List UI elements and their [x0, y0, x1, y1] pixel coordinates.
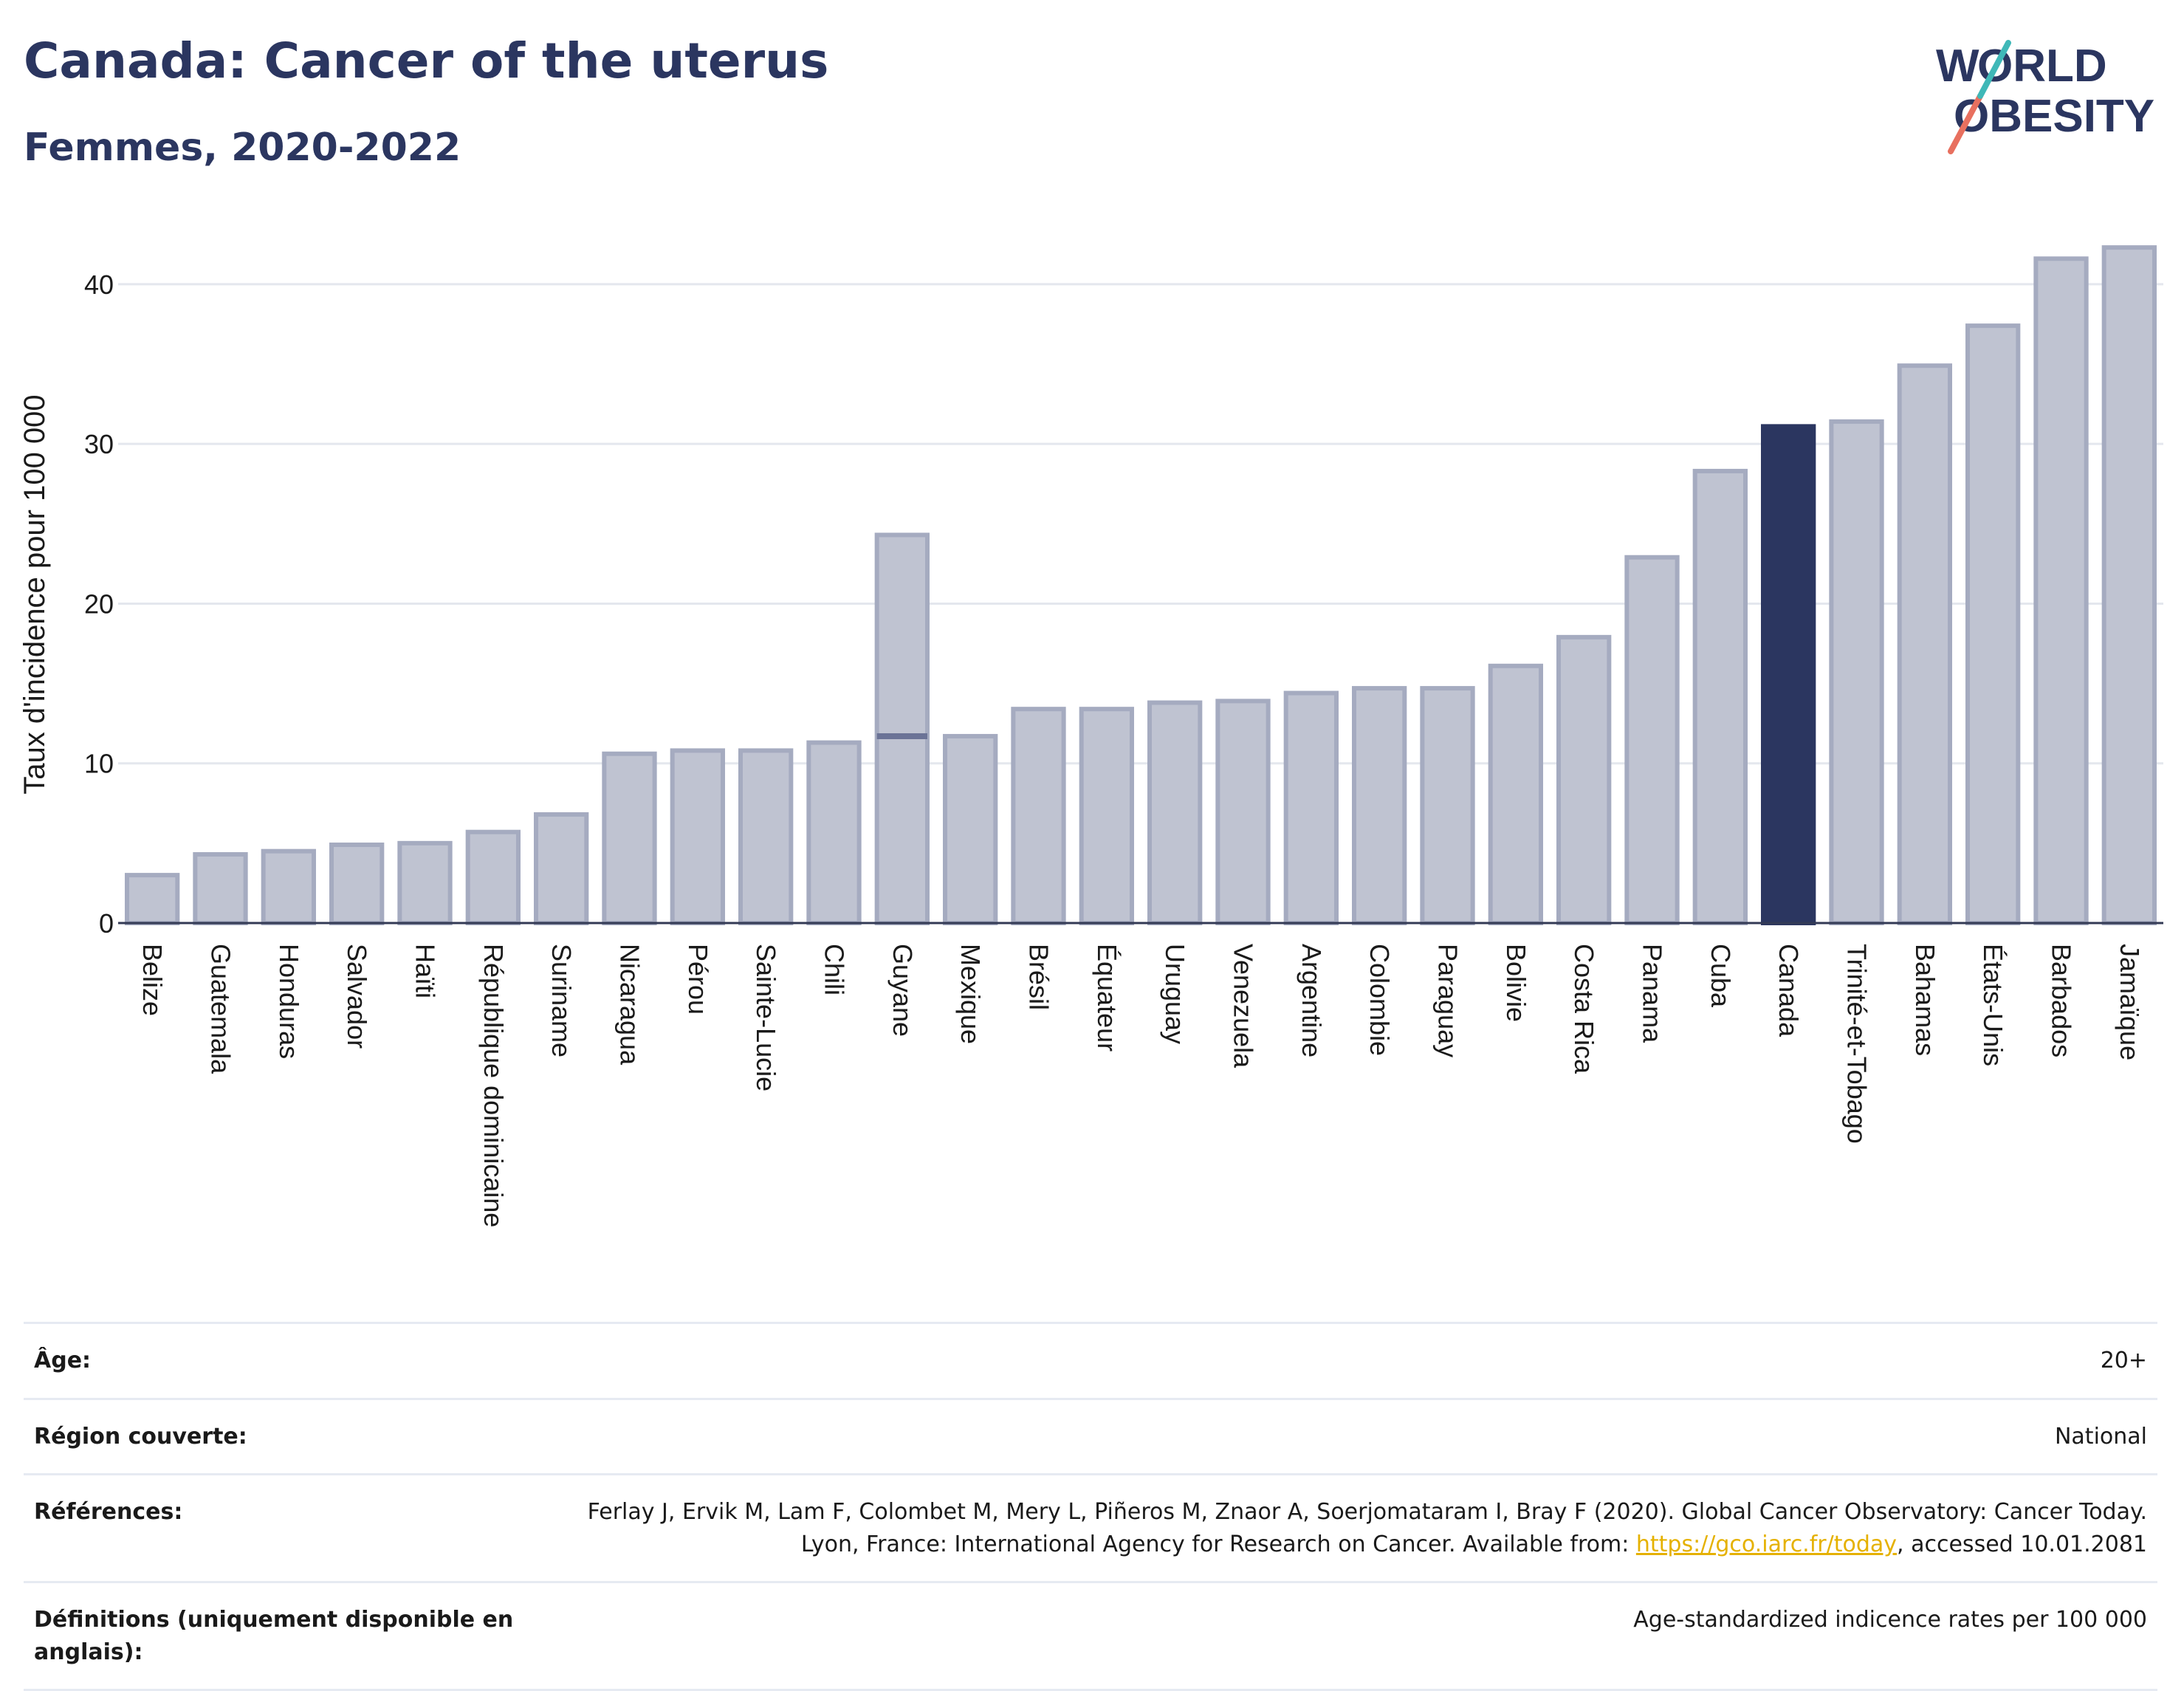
x-tick-label: Argentine — [1297, 944, 1327, 1057]
bar-Jamaïque — [2101, 245, 2157, 925]
references-suffix: , accessed 10.01.2081 — [1897, 1531, 2147, 1557]
x-tick-label: Brésil — [1024, 944, 1054, 1010]
meta-row-age: Âge: 20+ — [24, 1322, 2157, 1398]
bar-Bahamas — [1897, 363, 1952, 925]
x-tick-label: Mexique — [955, 944, 986, 1044]
bar-Costa Rica — [1556, 634, 1612, 925]
bar-Équateur — [1079, 707, 1134, 925]
meta-row-definitions: Définitions (uniquement disponible en an… — [24, 1581, 2157, 1691]
references-text: Ferlay J, Ervik M, Lam F, Colombet M, Me… — [587, 1499, 2147, 1557]
x-tick-label: République dominicaine — [478, 944, 509, 1227]
x-tick-label: Salvador — [342, 944, 372, 1049]
bar-Salvador — [329, 843, 385, 926]
x-tick-label: Trinité-et-Tobago — [1842, 944, 1872, 1144]
x-tick-label: Bolivie — [1501, 944, 1531, 1022]
world-obesity-logo: W ORLD OBESITY — [1936, 40, 2154, 154]
bars — [125, 245, 2157, 926]
chart-subtitle: Femmes, 2020-2022 — [24, 126, 461, 170]
age-label: Âge: — [34, 1348, 92, 1373]
x-tick-label: Panama — [1638, 944, 1668, 1043]
x-tick-label: Équateur — [1092, 944, 1122, 1052]
bar-Honduras — [261, 848, 316, 926]
bar-Trinité-et-Tobago — [1829, 419, 1884, 925]
bar-Paraguay — [1420, 686, 1475, 925]
x-tick-label: Nicaragua — [615, 944, 645, 1066]
references-label: Références: — [34, 1499, 183, 1525]
bar-chart: 0 10 20 30 40 Belize Guatemala Honduras Salvado… — [18, 245, 2163, 1227]
x-tick-label: Guyane — [887, 944, 918, 1037]
age-value: 20+ — [2100, 1348, 2147, 1373]
x-tick-label: Cuba — [1706, 944, 1736, 1008]
x-tick-label: Guatemala — [206, 944, 236, 1074]
bar-Uruguay — [1147, 700, 1203, 926]
bar-Chili — [806, 740, 862, 926]
x-tick-label: Sainte-Lucie — [751, 944, 781, 1091]
x-tick-label: Barbados — [2047, 944, 2077, 1057]
bar-Venezuela — [1215, 699, 1271, 925]
bar-Bolivie — [1488, 663, 1543, 925]
bar-Guyane — [874, 532, 930, 925]
y-tick-label: 30 — [84, 429, 114, 459]
meta-row-region: Région couverte: National — [24, 1397, 2157, 1474]
definitions-label: Définitions (uniquement disponible en an… — [34, 1607, 514, 1665]
grid-lines — [118, 283, 2163, 765]
bar-Mexique — [943, 733, 998, 925]
bar-Guatemala — [193, 852, 248, 925]
bar-Barbados — [2033, 256, 2089, 926]
bar-Nicaragua — [602, 751, 657, 926]
x-tick-label: Costa Rica — [1569, 944, 1599, 1074]
bar-Colombie — [1352, 686, 1407, 925]
references-link[interactable]: https://gco.iarc.fr/today — [1635, 1531, 1898, 1557]
bar-République dominicaine — [465, 829, 521, 926]
chart-title: Canada: Cancer of the uterus — [24, 32, 829, 89]
metadata-table: Âge: 20+ Région couverte: National Référ… — [24, 1322, 2157, 1691]
x-tick-label: Belize — [137, 944, 168, 1016]
bar-Argentine — [1283, 690, 1339, 926]
x-tick-label: Honduras — [274, 944, 304, 1059]
bar-Brésil — [1011, 707, 1066, 925]
bar-Panama — [1624, 555, 1680, 926]
bar-États-Unis — [1965, 323, 2021, 925]
x-tick-label: Haïti — [411, 944, 441, 998]
bar-Haïti — [397, 840, 453, 926]
bar-Belize — [125, 873, 180, 926]
bar-Sainte-Lucie — [738, 748, 794, 925]
x-tick-label: Chili — [820, 944, 850, 995]
svg-text:OBESITY: OBESITY — [1954, 91, 2154, 142]
x-tick-label: Bahamas — [1910, 944, 1940, 1056]
references-value: Ferlay J, Ervik M, Lam F, Colombet M, Me… — [560, 1496, 2147, 1560]
x-tick-label: Pérou — [683, 944, 713, 1015]
bar-Canada — [1761, 424, 1816, 925]
y-tick-label: 40 — [84, 270, 114, 300]
region-value: National — [2054, 1423, 2147, 1450]
svg-text:W: W — [1936, 41, 1979, 92]
x-tick-label: Canada — [1773, 944, 1804, 1037]
region-label: Région couverte: — [34, 1423, 247, 1450]
definitions-value: Age-standardized indicence rates per 100… — [1633, 1607, 2147, 1633]
y-axis-label: Taux d'incidence pour 100 000 — [18, 394, 51, 794]
y-tick-label: 20 — [84, 589, 114, 619]
x-tick-label: Uruguay — [1160, 944, 1190, 1044]
y-axis-ticks: 0 10 20 30 40 — [84, 270, 114, 939]
x-tick-label: Colombie — [1364, 944, 1395, 1056]
x-tick-label: Suriname — [546, 944, 577, 1057]
x-tick-label: Venezuela — [1229, 944, 1259, 1069]
y-tick-label: 10 — [84, 749, 114, 779]
bar-Cuba — [1692, 468, 1748, 925]
x-axis-labels: Belize Guatemala Honduras Salvador Haïti Répu… — [137, 944, 2145, 1227]
meta-row-references: Références: Ferlay J, Ervik M, Lam F, Co… — [24, 1473, 2157, 1581]
x-tick-label: Paraguay — [1433, 944, 1463, 1057]
x-tick-label: États-Unis — [1978, 944, 2008, 1066]
y-tick-label: 0 — [99, 908, 114, 939]
x-tick-label: Jamaïque — [2115, 944, 2145, 1060]
bar-Suriname — [534, 812, 589, 925]
bar-Pérou — [670, 748, 725, 925]
